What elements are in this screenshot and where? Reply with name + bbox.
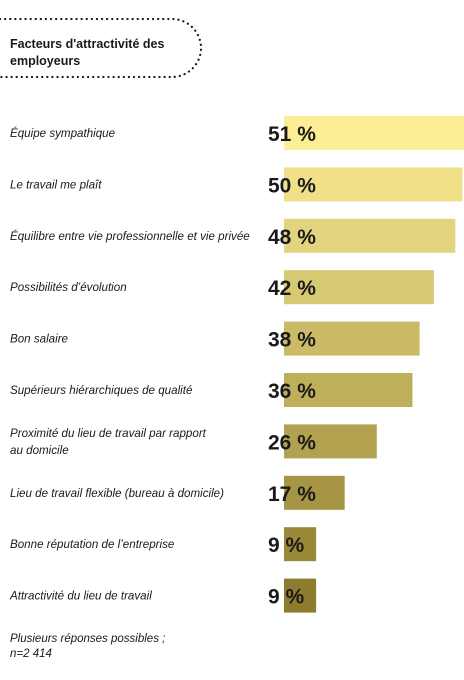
chart-title: Facteurs d'attractivité des employeurs [10,37,165,68]
footnote-line-2: n=2 414 [10,648,52,660]
bar [284,578,317,613]
category-label: Possibilités d’évolution [10,281,127,294]
title-box: Facteurs d'attractivité des employeurs [0,18,205,80]
value-label: 51 % [268,123,316,146]
bar [284,218,456,253]
category-label: Équilibre entre vie professionnelle et v… [10,230,250,243]
category-label: Bonne réputation de l’entreprise [10,538,175,551]
bar [284,373,413,407]
value-label: 42 % [268,277,316,300]
value-label: 9 % [268,534,305,557]
category-label: Proximité du lieu de travail par rapport [10,427,207,440]
bar [284,270,434,305]
category-label: Lieu de travail flexible (bureau à domic… [10,487,224,500]
category-label: Attractivité du lieu de travail [9,590,152,603]
bar [284,321,420,356]
category-label: Supérieurs hiérarchiques de qualité [10,384,193,397]
category-label: Le travail me plaît [10,178,102,191]
value-label: 17 % [268,483,316,506]
category-label: Bon salaire [10,333,69,346]
value-label: 26 % [268,431,316,454]
category-label: Équipe sympathique [10,127,116,140]
value-label: 38 % [268,329,316,352]
value-label: 48 % [268,226,316,249]
bar [284,527,317,562]
bar [284,116,464,150]
value-label: 50 % [268,174,316,197]
footnote-line-1: Plusieurs réponses possibles ; [10,633,166,645]
category-label: au domicile [10,444,69,457]
value-label: 9 % [268,586,305,609]
value-label: 36 % [268,380,316,403]
bar [284,475,345,510]
bar [284,167,463,202]
footnote: Plusieurs réponses possibles ; n=2 414 [10,632,230,662]
bar [284,424,377,459]
